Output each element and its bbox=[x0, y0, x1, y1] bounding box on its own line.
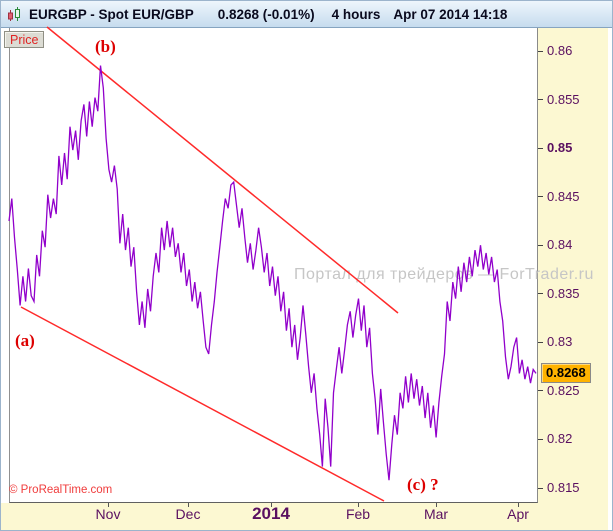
title-bar: EURGBP - Spot EUR/GBP 0.8268 (-0.01%) 4 … bbox=[1, 1, 612, 28]
time-axis-label: 2014 bbox=[252, 504, 290, 523]
price-axis-tick bbox=[538, 341, 543, 343]
timeframe-label: 4 hours bbox=[331, 6, 381, 22]
price-axis-label: 0.845 bbox=[547, 188, 580, 204]
price-axis-label: 0.84 bbox=[547, 237, 573, 253]
price-axis-label: 0.855 bbox=[547, 91, 580, 107]
time-axis-label: Dec bbox=[175, 506, 201, 522]
time-axis-tick bbox=[518, 503, 519, 507]
watermark-text: Портал для трейдеров — ForTrader.ru bbox=[294, 266, 594, 283]
candlestick-icon bbox=[7, 6, 23, 23]
wave-label-b: (b) bbox=[95, 37, 116, 56]
time-axis-label: Apr bbox=[507, 506, 529, 522]
price-axis-tick bbox=[538, 50, 543, 52]
price-axis-tick bbox=[538, 293, 543, 295]
price-axis-label: 0.825 bbox=[547, 382, 580, 398]
price-axis-tick bbox=[538, 438, 543, 440]
price-axis-tick bbox=[538, 487, 543, 489]
last-quote-and-change: 0.8268 (-0.01%) bbox=[217, 6, 315, 22]
wave-label-a: (a) bbox=[15, 331, 35, 350]
copyright-label: © ProRealTime.com bbox=[9, 484, 113, 496]
price-axis-label: 0.86 bbox=[547, 43, 573, 58]
price-axis-label: 0.835 bbox=[547, 285, 580, 301]
time-axis-label: Mar bbox=[423, 506, 449, 522]
time-axis-tick bbox=[108, 503, 109, 507]
price-axis-tick bbox=[538, 390, 543, 392]
last-update-datetime: Apr 07 2014 14:18 bbox=[393, 6, 508, 22]
price-axis-tick bbox=[538, 244, 543, 246]
price-axis-label: 0.83 bbox=[547, 334, 573, 350]
time-axis-tick bbox=[271, 503, 272, 507]
time-axis-label: Feb bbox=[345, 506, 371, 522]
time-axis-tick bbox=[358, 503, 359, 507]
wave-label-c-question: (c) ? bbox=[407, 475, 439, 494]
time-axis-tick bbox=[436, 503, 437, 507]
price-axis-tick bbox=[538, 147, 543, 149]
time-axis-label: Nov bbox=[95, 506, 121, 522]
time-axis-tick bbox=[188, 503, 189, 507]
last-price-tag: 0.8268 bbox=[541, 363, 591, 384]
price-axis[interactable] bbox=[538, 28, 608, 530]
price-axis-label: 0.815 bbox=[547, 480, 580, 495]
price-pane-button[interactable]: Price bbox=[4, 31, 45, 48]
price-axis-label: 0.82 bbox=[547, 431, 573, 447]
time-axis[interactable] bbox=[1, 503, 608, 530]
price-axis-label: 0.85 bbox=[547, 140, 573, 156]
price-axis-tick bbox=[538, 196, 543, 198]
instrument-name: EURGBP - Spot EUR/GBP bbox=[29, 6, 194, 22]
price-axis-tick bbox=[538, 99, 543, 101]
